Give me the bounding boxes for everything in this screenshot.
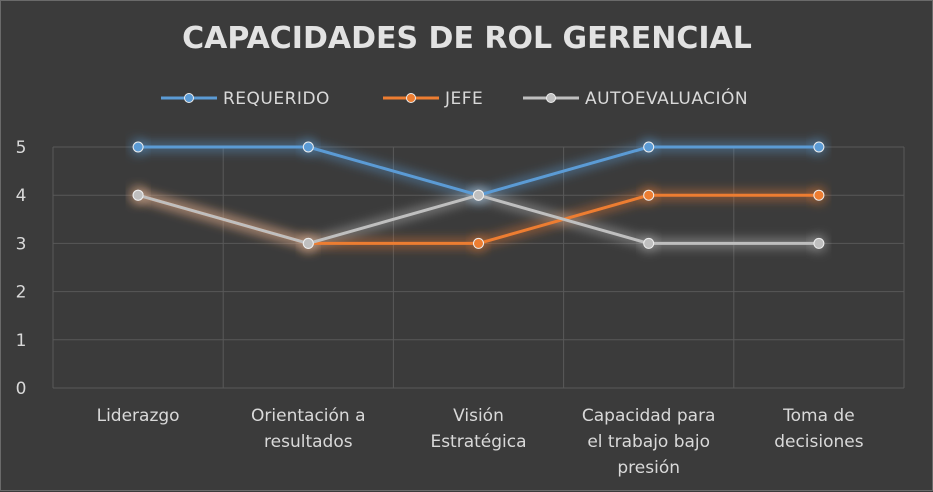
data-point [813,141,825,153]
gridlines [52,146,905,389]
legend-swatch-marker [406,93,416,103]
x-category-label: Visión Estratégica [430,406,526,452]
legend: REQUERIDO JEFE AUTOEVALUACIÓN [161,87,748,109]
x-axis-categories: Liderazgo Orientación a resultados Visión Es… [97,406,864,478]
data-point [132,189,144,201]
legend-label: AUTOEVALUACIÓN [585,87,748,109]
legend-swatch-marker [546,93,556,103]
x-category-label: Toma de decisiones [774,406,864,452]
legend-label: REQUERIDO [223,89,330,109]
legend-label: JEFE [444,89,483,109]
data-point [473,237,484,249]
x-category-label: Capacidad para el trabajo bajo presión [582,406,716,478]
y-tick-label: 1 [16,331,27,351]
y-tick-label: 0 [16,379,27,399]
legend-swatch-marker [184,93,194,103]
data-point [132,141,144,153]
data-point [643,237,655,249]
y-axis-ticks: 0 1 2 3 4 5 [16,138,27,399]
y-tick-label: 2 [16,283,27,303]
chart-title: CAPACIDADES DE ROL GERENCIAL [182,21,752,56]
x-category-label: Orientación a resultados [251,406,365,452]
data-point [473,189,484,201]
data-point [643,189,655,201]
y-tick-label: 5 [16,138,27,158]
y-tick-label: 3 [16,234,27,254]
x-category-label: Liderazgo [97,406,180,426]
data-point [643,141,655,153]
series-lines [132,141,825,249]
data-point [813,189,825,201]
data-point [302,141,314,153]
y-tick-label: 4 [16,186,27,206]
data-point [813,237,825,249]
data-point [302,237,314,249]
